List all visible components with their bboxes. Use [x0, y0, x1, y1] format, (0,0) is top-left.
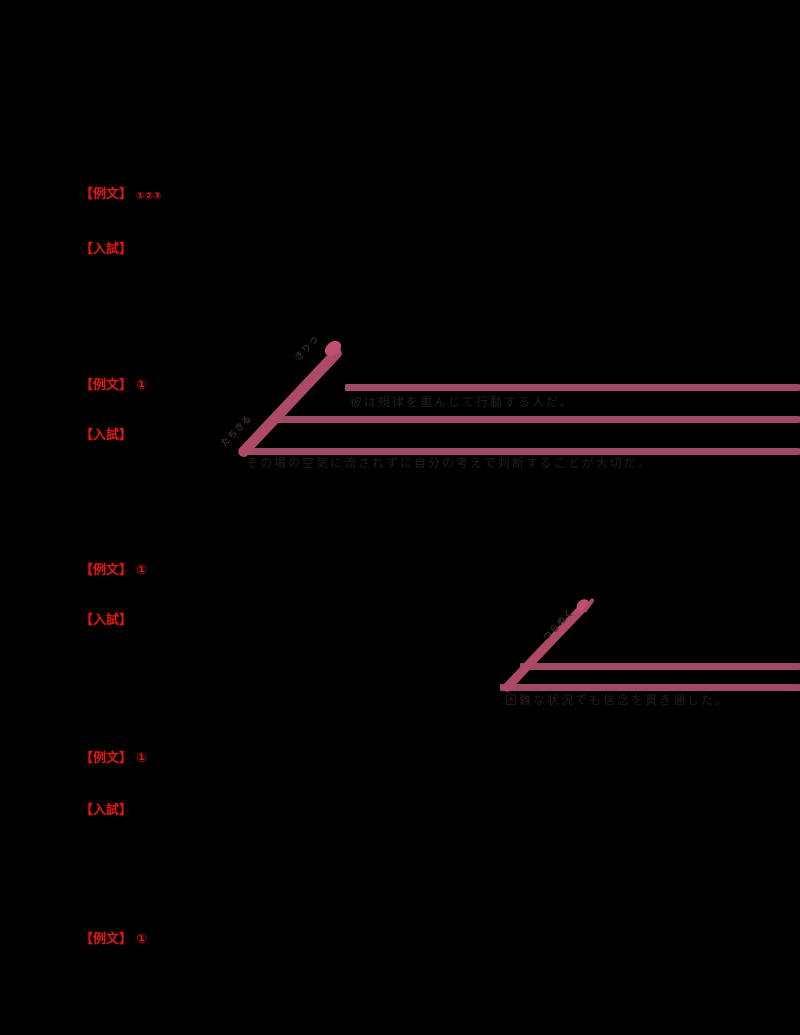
label-number: ① [136, 378, 148, 393]
entry-4-labels: 【入試】 [80, 428, 132, 444]
hidden-text-line: その場の空気に流されずに自分の考えで判断することが大切だ。 [246, 457, 652, 469]
diagonal-stroke [235, 345, 345, 460]
section-label: 【入試】 [80, 428, 133, 443]
hidden-text-line: 彼は規律を重んじて行動する人だ。 [350, 396, 574, 408]
label-number: ① [136, 563, 148, 578]
section-label: 【例文】 [80, 563, 133, 578]
label-reading: ①②③ [136, 191, 162, 202]
entry-7-labels: 【例文】 ① [80, 751, 147, 767]
stroke-annotation: きりつ [293, 334, 322, 364]
highlight-band [345, 384, 800, 391]
entry-2-labels: 【入試】 [80, 242, 132, 258]
highlight-band [520, 663, 800, 670]
highlight-band [500, 684, 800, 691]
label-number: ① [136, 751, 148, 766]
highlight-band [278, 416, 800, 423]
section-label: 【入試】 [80, 613, 133, 628]
entry-8-labels: 【入試】 [80, 803, 132, 819]
section-label: 【入試】 [80, 803, 133, 818]
section-label: 【例文】 [80, 751, 133, 766]
entry-5-labels: 【例文】 ① [80, 563, 147, 579]
hidden-text-line: 困難な状況でも信念を貫き通した。 [505, 694, 730, 706]
section-label: 【例文】 [80, 378, 133, 393]
entry-1-labels: 【例文】 ①②③ [80, 187, 161, 203]
label-number: ① [136, 932, 148, 947]
section-label: 【例文】 [80, 187, 133, 202]
highlight-band [243, 448, 800, 455]
section-label: 【入試】 [80, 242, 133, 257]
diagonal-stroke [500, 603, 588, 694]
section-label: 【例文】 [80, 932, 133, 947]
entry-3-labels: 【例文】 ① [80, 378, 147, 394]
entry-9-labels: 【例文】 ① [80, 932, 147, 948]
entry-6-labels: 【入試】 [80, 613, 132, 629]
